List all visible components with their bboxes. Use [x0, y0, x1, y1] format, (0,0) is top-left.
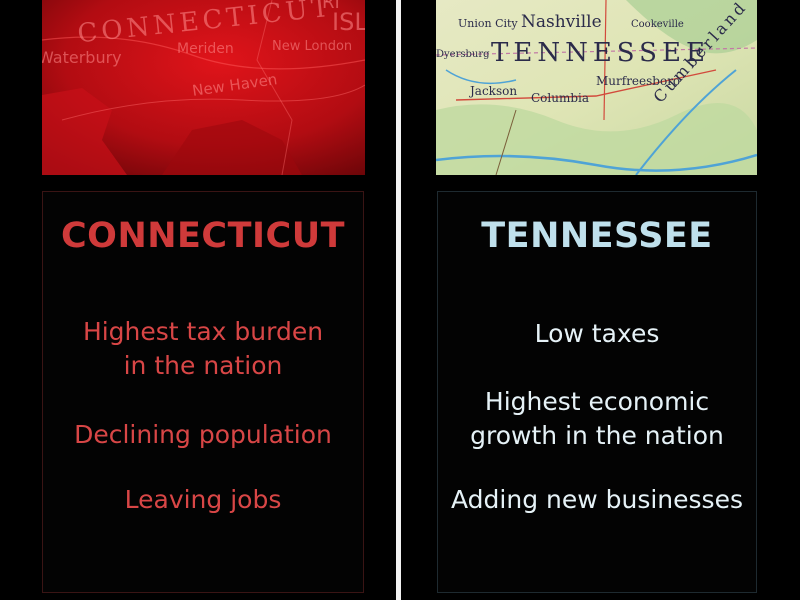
- map-label: ISLA: [332, 8, 365, 36]
- map-label: Jackson: [470, 84, 518, 98]
- map-label: Columbia: [531, 91, 590, 105]
- connecticut-card: CONNECTICUT Highest tax burden in the na…: [42, 191, 364, 593]
- map-label: Meriden: [177, 41, 234, 57]
- map-label: RI: [322, 0, 340, 13]
- center-divider: [396, 0, 401, 600]
- connecticut-title: CONNECTICUT: [61, 216, 345, 256]
- tennessee-map-image: Union City Nashville Cookeville Dyersbur…: [436, 0, 757, 175]
- map-label: Union City: [458, 17, 518, 30]
- connecticut-fact-3: Leaving jobs: [124, 485, 282, 514]
- map-label: Cookeville: [631, 19, 684, 30]
- map-label: New London: [272, 39, 353, 54]
- map-label: Murfreesboro: [596, 74, 681, 88]
- map-label: Dyersburg: [436, 49, 490, 60]
- tennessee-fact-2: Highest economic growth in the nation: [470, 387, 724, 450]
- tennessee-card: TENNESSEE Low taxes Highest economic gro…: [437, 191, 757, 593]
- tennessee-title: TENNESSEE: [481, 216, 713, 256]
- map-label: Nashville: [521, 12, 602, 32]
- connecticut-map-image: CONNECTICUT ISLA RI Waterbury Meriden Ne…: [42, 0, 365, 175]
- map-label: Waterbury: [42, 48, 122, 67]
- tennessee-fact-1: Low taxes: [534, 319, 660, 348]
- map-label-state: TENNESSEE: [491, 38, 710, 68]
- tennessee-fact-3: Adding new businesses: [451, 485, 743, 514]
- tennessee-map-graphic: [436, 0, 757, 175]
- connecticut-fact-1: Highest tax burden in the nation: [82, 317, 324, 380]
- connecticut-map-graphic: [42, 0, 365, 175]
- connecticut-fact-2: Declining population: [74, 420, 332, 449]
